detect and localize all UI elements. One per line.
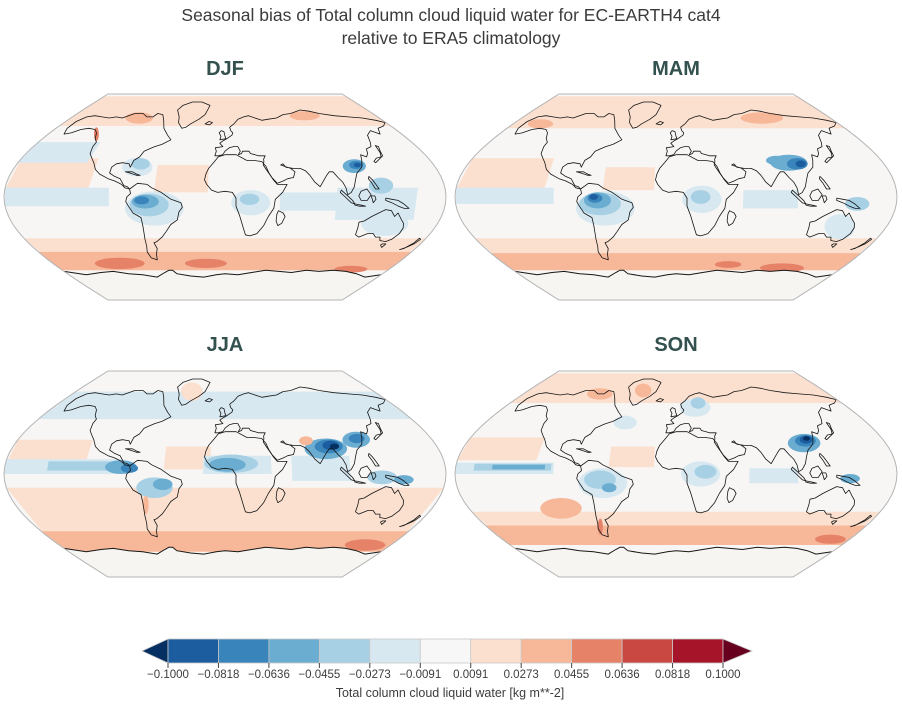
panel-title-mam: MAM xyxy=(652,58,700,80)
colorbar-tick-label: −0.0273 xyxy=(348,669,391,681)
panel-title-djf: DJF xyxy=(206,58,244,80)
panel-title-son: SON xyxy=(654,334,698,356)
map-djf xyxy=(3,93,447,301)
figure-title-line1: Seasonal bias of Total column cloud liqu… xyxy=(181,5,721,25)
map-mam xyxy=(454,93,898,301)
map-son xyxy=(454,370,898,578)
colorbar-tick-label: −0.0091 xyxy=(399,669,442,681)
colorbar-label: Total column cloud liquid water [kg m**-… xyxy=(335,686,565,700)
colorbar-tick-label: 0.0636 xyxy=(604,669,640,681)
figure-title-line2: relative to ERA5 climatology xyxy=(341,28,561,48)
colorbar-tick-label: −0.0455 xyxy=(298,669,341,681)
colorbar-tick-label: −0.0636 xyxy=(247,669,290,681)
colorbar-tick-labels: −0.1000 −0.0818 −0.0636 −0.0455 −0.0273 −0.00… xyxy=(140,669,760,684)
colorbar-tick-label: 0.0273 xyxy=(503,669,539,681)
panel-title-jja: JJA xyxy=(206,334,244,356)
colorbar-tick-label: −0.1000 xyxy=(147,669,189,681)
map-jja xyxy=(3,370,447,578)
colorbar-bar xyxy=(141,638,754,668)
colorbar-tick-label: 0.0818 xyxy=(654,669,691,681)
figure-title: Seasonal bias of Total column cloud liqu… xyxy=(0,4,902,50)
colorbar-tick-label: 0.1000 xyxy=(705,669,741,681)
colorbar-tick-label: −0.0818 xyxy=(197,669,240,681)
colorbar-tick-label: 0.0091 xyxy=(453,669,489,681)
colorbar-tick-label: 0.0455 xyxy=(554,669,590,681)
